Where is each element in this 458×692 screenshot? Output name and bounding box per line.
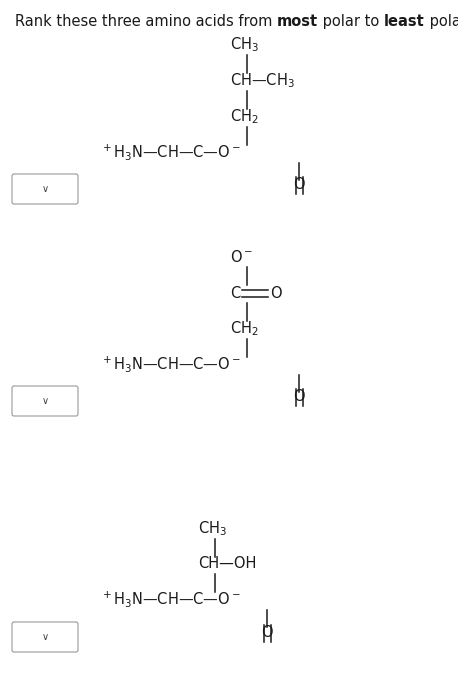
Text: $^+$H$_3$N—CH—C—O$^-$: $^+$H$_3$N—CH—C—O$^-$	[100, 354, 241, 374]
Text: CH$_2$: CH$_2$	[230, 320, 259, 338]
Text: polar:: polar:	[425, 14, 458, 29]
Text: CH$_3$: CH$_3$	[230, 36, 259, 55]
Text: CH—OH: CH—OH	[198, 556, 256, 572]
Text: $^+$H$_3$N—CH—C—O$^-$: $^+$H$_3$N—CH—C—O$^-$	[100, 589, 241, 609]
FancyBboxPatch shape	[12, 174, 78, 204]
Text: CH—CH$_3$: CH—CH$_3$	[230, 72, 295, 91]
Text: least: least	[384, 14, 425, 29]
Text: O$^-$: O$^-$	[230, 249, 253, 265]
Text: CH$_2$: CH$_2$	[230, 108, 259, 127]
Text: $^+$H$_3$N—CH—C—O$^-$: $^+$H$_3$N—CH—C—O$^-$	[100, 142, 241, 162]
Text: ∨: ∨	[41, 396, 49, 406]
Text: most: most	[277, 14, 318, 29]
Text: O: O	[293, 177, 305, 192]
Text: ∨: ∨	[41, 184, 49, 194]
Text: CH$_3$: CH$_3$	[198, 520, 227, 538]
FancyBboxPatch shape	[12, 386, 78, 416]
Text: Rank these three amino acids from: Rank these three amino acids from	[15, 14, 277, 29]
Text: C: C	[230, 286, 240, 300]
Text: O: O	[270, 286, 282, 300]
Text: O: O	[293, 389, 305, 404]
Text: O: O	[261, 625, 273, 640]
Text: ∨: ∨	[41, 632, 49, 642]
Text: polar to: polar to	[318, 14, 384, 29]
FancyBboxPatch shape	[12, 622, 78, 652]
